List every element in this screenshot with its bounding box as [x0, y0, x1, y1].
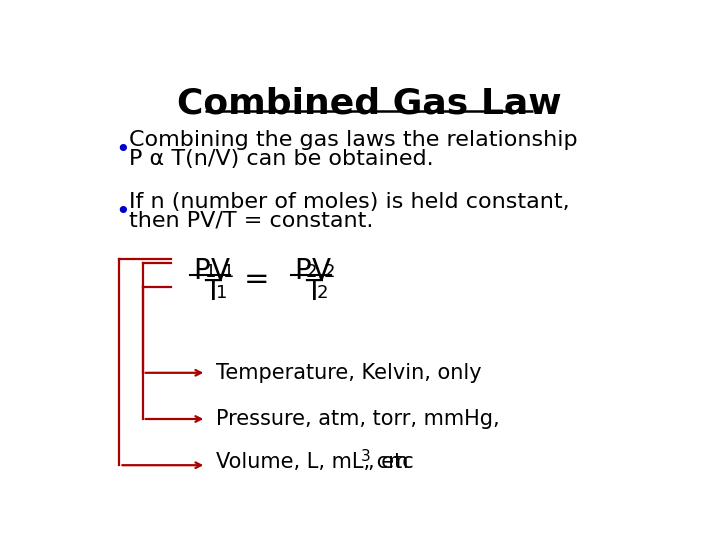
Text: •: •: [114, 200, 130, 224]
Text: 1: 1: [215, 284, 227, 302]
Text: V: V: [312, 256, 330, 285]
Text: Temperature, Kelvin, only: Temperature, Kelvin, only: [215, 363, 481, 383]
Text: 2: 2: [316, 284, 328, 302]
Text: •: •: [114, 138, 130, 162]
Text: T: T: [204, 278, 221, 306]
Text: 1: 1: [204, 262, 216, 281]
Text: 3: 3: [361, 449, 371, 464]
Text: P: P: [294, 256, 310, 285]
Text: Combined Gas Law: Combined Gas Law: [176, 86, 562, 120]
Text: 2: 2: [324, 262, 336, 281]
Text: If n (number of moles) is held constant,: If n (number of moles) is held constant,: [129, 192, 570, 212]
Text: T: T: [305, 278, 322, 306]
Text: then PV/T = constant.: then PV/T = constant.: [129, 211, 373, 231]
Text: 2: 2: [305, 262, 317, 281]
Text: P α T(n/V) can be obtained.: P α T(n/V) can be obtained.: [129, 148, 433, 168]
Text: Pressure, atm, torr, mmHg,: Pressure, atm, torr, mmHg,: [215, 409, 499, 429]
Text: V: V: [211, 256, 230, 285]
Text: , etc: , etc: [368, 452, 414, 472]
Text: P: P: [193, 256, 210, 285]
Text: Volume, L, mL, cm: Volume, L, mL, cm: [215, 452, 408, 472]
Text: Combining the gas laws the relationship: Combining the gas laws the relationship: [129, 130, 577, 150]
Text: 1: 1: [223, 262, 235, 281]
Text: =: =: [244, 265, 269, 294]
